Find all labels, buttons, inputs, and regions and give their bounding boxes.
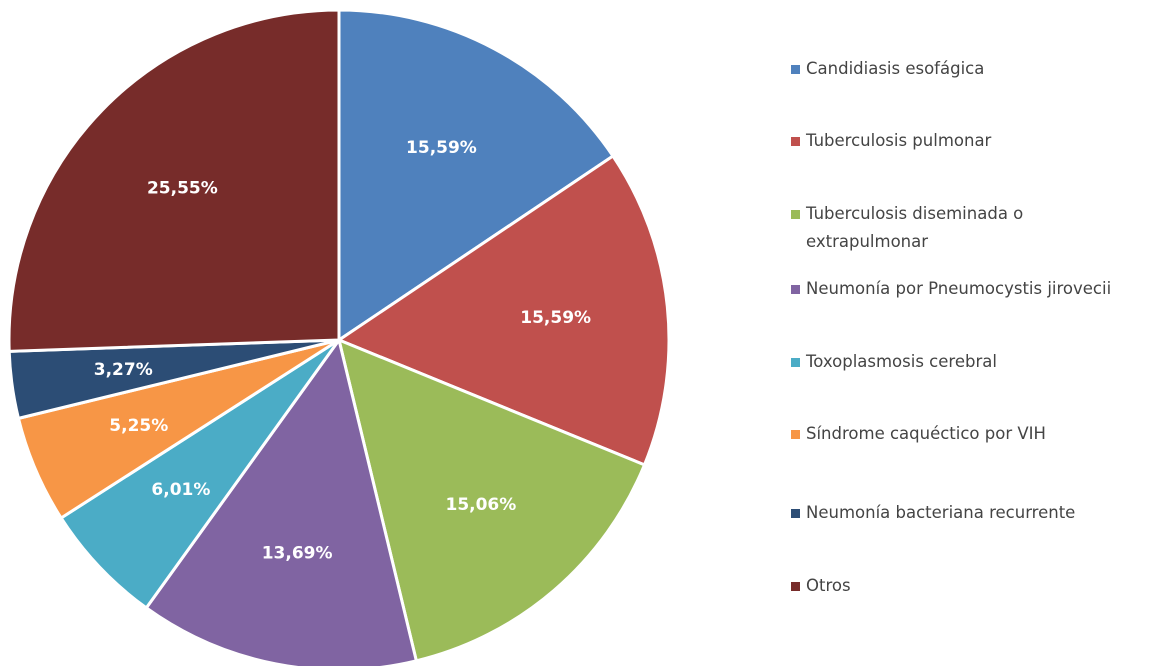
legend-swatch bbox=[791, 137, 800, 146]
legend-label: Tuberculosis diseminada o extrapulmonar bbox=[806, 204, 1024, 251]
data-label: 15,59% bbox=[406, 138, 477, 158]
legend-swatch bbox=[791, 430, 800, 439]
data-label: 5,25% bbox=[109, 416, 168, 436]
legend-label: Neumonía bacteriana recurrente bbox=[806, 503, 1076, 522]
pie-slice bbox=[335, 153, 671, 467]
legend-swatch bbox=[791, 358, 800, 367]
pie-area: 15,59% 15,59% 15,06% 13,69% 6,01% 5,25% 3,27% 2… bbox=[7, 8, 671, 666]
legend-label: Síndrome caquéctico por VIH bbox=[806, 424, 1046, 443]
legend-swatch bbox=[791, 65, 800, 74]
legend-label: Candidiasis esofágica bbox=[806, 59, 985, 78]
data-label: 6,01% bbox=[151, 480, 210, 500]
legend-label: Toxoplasmosis cerebral bbox=[806, 352, 997, 371]
legend-item: Neumonía bacteriana recurrente bbox=[791, 499, 1166, 527]
legend-swatch bbox=[791, 210, 800, 219]
legend-swatch bbox=[791, 285, 800, 294]
data-label: 15,59% bbox=[520, 308, 591, 328]
legend-item: Otros bbox=[791, 572, 1166, 600]
data-label: 15,06% bbox=[445, 495, 516, 515]
legend-label: Otros bbox=[806, 576, 851, 595]
legend-item: Toxoplasmosis cerebral bbox=[791, 348, 1166, 376]
pie-slice bbox=[7, 8, 341, 353]
data-label: 13,69% bbox=[262, 544, 333, 564]
legend-swatch bbox=[791, 509, 800, 518]
legend-swatch bbox=[791, 582, 800, 591]
legend-item: Tuberculosis diseminada o extrapulmonar bbox=[791, 200, 1056, 256]
legend-item: Síndrome caquéctico por VIH bbox=[791, 420, 1166, 448]
data-label: 3,27% bbox=[94, 360, 153, 380]
legend-item: Tuberculosis pulmonar bbox=[791, 127, 1166, 155]
data-label: 25,55% bbox=[147, 179, 218, 199]
pie-slice bbox=[59, 338, 341, 610]
legend-label: Tuberculosis pulmonar bbox=[806, 131, 992, 150]
legend-label: Neumonía por Pneumocystis jirovecii bbox=[806, 279, 1112, 298]
pie-slice bbox=[337, 8, 616, 343]
legend-item: Neumonía por Pneumocystis jirovecii bbox=[791, 275, 1166, 303]
pie-slice bbox=[336, 337, 647, 663]
pie-slice bbox=[144, 336, 419, 666]
legend-item: Candidiasis esofágica bbox=[791, 55, 1166, 83]
